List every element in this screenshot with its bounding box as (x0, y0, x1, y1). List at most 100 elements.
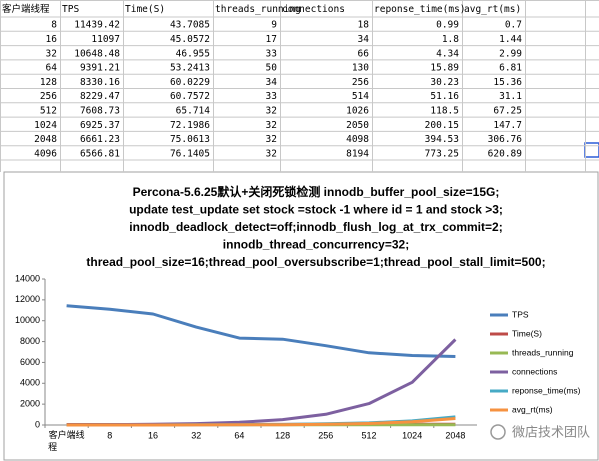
table-cell: 256 (352, 77, 369, 88)
y-tick-label: 4000 (20, 378, 40, 388)
legend-label: Time(S) (512, 328, 542, 338)
table-cell: 1024 (34, 120, 57, 131)
x-tick-label: 128 (275, 430, 290, 440)
table-cell: 30.23 (430, 77, 459, 88)
table-cell: 8229.47 (80, 91, 120, 102)
table-cell: 34 (266, 77, 278, 88)
table-cell: 66 (358, 48, 370, 59)
selected-cell[interactable] (584, 142, 599, 158)
table-cell: 76.1405 (170, 148, 210, 159)
x-tick-label: 64 (234, 430, 244, 440)
legend-label: connections (512, 366, 557, 376)
series-line (66, 304, 456, 358)
header-cell: 客户端线程 (2, 3, 50, 15)
y-tick-label: 10000 (15, 315, 40, 325)
table-cell: 53.2413 (170, 63, 210, 74)
table-cell: 67.25 (493, 105, 522, 116)
table-cell: 2048 (34, 134, 57, 145)
x-tick-label: 256 (318, 430, 333, 440)
legend-label: TPS (512, 309, 529, 319)
table-cell: 200.15 (425, 120, 459, 131)
table-cell: 118.5 (430, 105, 459, 116)
x-tick-label: 2048 (445, 430, 465, 440)
table-cell: 31.1 (499, 91, 522, 102)
table-cell: 8330.16 (80, 77, 120, 88)
table-cell: 32 (46, 48, 57, 59)
table-cell: 75.0613 (170, 134, 210, 145)
table-cell: 46.955 (176, 48, 210, 59)
chart-title: innodb_deadlock_detect=off;innodb_flush_… (129, 220, 502, 234)
table-cell: 6.81 (499, 63, 522, 74)
table-cell: 64 (46, 63, 58, 74)
header-cell: Time(S) (125, 4, 165, 15)
table-cell: 60.7572 (170, 91, 210, 102)
table-cell: 15.36 (493, 77, 522, 88)
x-tick-label: 16 (148, 430, 158, 440)
table-cell: 306.76 (488, 134, 523, 145)
y-tick-label: 12000 (15, 294, 40, 304)
spreadsheet: 客户端线程 TPS Time(S) threads_runningconnection… (0, 0, 599, 172)
table-cell: 9 (271, 20, 277, 31)
chart-title: innodb_thread_concurrency=32; (223, 238, 409, 252)
table-cell: 45.0572 (170, 34, 210, 45)
table-cell: 128 (40, 77, 57, 88)
table-cell: 1026 (346, 105, 369, 116)
table-cell: 2.99 (499, 48, 522, 59)
header-cell: TPS (62, 4, 79, 15)
table-cell: 620.89 (488, 148, 523, 159)
table-cell: 65.714 (176, 105, 211, 116)
table-cell: 0.99 (436, 20, 459, 31)
table-cell: 50 (266, 63, 278, 74)
table-cell: 10648.48 (74, 48, 120, 59)
watermark-text: 微店技术团队 (512, 426, 590, 441)
table-cell: 15.89 (430, 63, 459, 74)
table-cell: 34 (358, 34, 370, 45)
table-cell: 18 (358, 20, 370, 31)
table-cell: 32 (266, 148, 277, 159)
table-cell: 32 (266, 120, 277, 131)
x-tick-label: 512 (361, 430, 376, 440)
table-cell: 9391.21 (80, 63, 120, 74)
table-cell: 514 (352, 91, 369, 102)
table-cell: 394.53 (425, 134, 459, 145)
header-cell: connections (282, 4, 345, 15)
x-tick-label-line: 程 (48, 442, 57, 452)
table-cell: 17 (266, 34, 277, 45)
table-cell: 1.44 (499, 34, 522, 45)
x-tick-label: 1024 (402, 430, 422, 440)
header-cell: avg_rt(ms) (464, 4, 521, 15)
x-tick-label: 8 (107, 430, 112, 440)
table-cell: 33 (266, 48, 277, 59)
table-cell: 6566.81 (80, 148, 120, 159)
table-cell: 147.7 (493, 120, 522, 131)
chart-title: update test_update set stock =stock -1 w… (129, 203, 503, 217)
table-cell: 51.16 (430, 91, 459, 102)
table-cell: 32 (266, 134, 277, 145)
y-tick-label: 6000 (20, 357, 40, 367)
table-cell: 4098 (346, 134, 369, 145)
table-cell: 130 (352, 63, 369, 74)
watermark-icon (490, 424, 506, 440)
table-cell: 0.7 (505, 20, 522, 31)
header-cell: reponse_time(ms) (374, 4, 466, 15)
series-line (66, 417, 456, 427)
table-cell: 11439.42 (74, 20, 120, 31)
table-cell: 32 (266, 105, 277, 116)
table-cell: 60.0229 (170, 77, 210, 88)
y-tick-label: 8000 (20, 336, 40, 346)
table-cell: 8194 (346, 148, 369, 159)
table-cell: 16 (46, 34, 58, 45)
table-cell: 7608.73 (80, 105, 120, 116)
table-cell: 8 (51, 20, 57, 31)
header-cell: threads_running (215, 4, 301, 15)
table-cell: 256 (40, 91, 57, 102)
table-cell: 512 (40, 105, 57, 116)
chart-title: Percona-5.6.25默认+关闭死锁检测 innodb_buffer_po… (133, 184, 500, 199)
x-tick-label: 客户端线程 (48, 429, 85, 452)
y-tick-label: 14000 (15, 273, 40, 283)
y-tick-label: 2000 (20, 399, 40, 409)
legend-label: threads_running (512, 347, 574, 357)
legend-label: avg_rt(ms) (512, 404, 553, 414)
watermark: 微店技术团队 (490, 424, 590, 441)
